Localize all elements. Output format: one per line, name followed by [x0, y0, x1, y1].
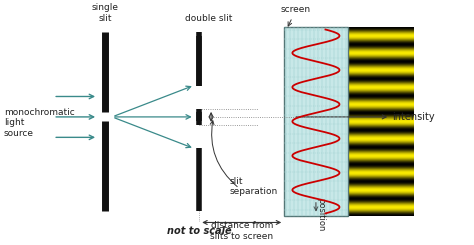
Text: intensity: intensity [392, 112, 435, 122]
Text: double slit: double slit [185, 14, 232, 23]
Text: single
slit: single slit [91, 3, 118, 23]
Text: monochromatic
light
source: monochromatic light source [4, 108, 74, 138]
Text: position: position [316, 198, 325, 231]
Text: not to scale: not to scale [167, 226, 232, 236]
Text: slit
separation: slit separation [230, 177, 278, 196]
Bar [284, 27, 348, 216]
Text: distance from
slits to screen: distance from slits to screen [210, 221, 273, 241]
Text: screen: screen [281, 5, 311, 26]
